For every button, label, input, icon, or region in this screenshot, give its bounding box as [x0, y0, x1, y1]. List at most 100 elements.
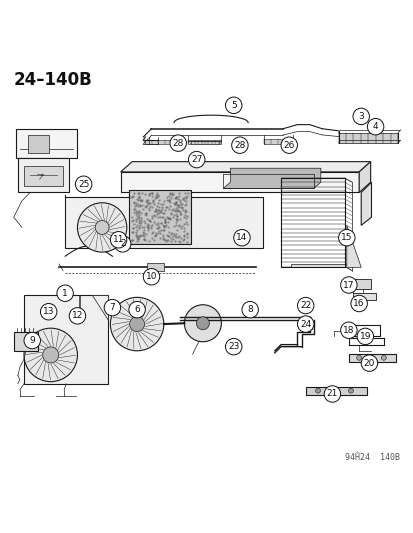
Point [173, 206, 180, 215]
Point [160, 235, 167, 244]
Circle shape [95, 221, 109, 235]
Point [169, 231, 176, 240]
Circle shape [241, 302, 258, 318]
Point [183, 191, 190, 200]
Point [153, 193, 160, 201]
Point [151, 232, 158, 241]
Point [145, 190, 152, 198]
Point [135, 202, 141, 211]
Point [152, 229, 159, 238]
Point [173, 192, 180, 201]
Circle shape [77, 203, 126, 252]
Point [154, 223, 160, 232]
Polygon shape [188, 140, 221, 144]
Text: 3: 3 [358, 112, 363, 121]
Text: 21: 21 [326, 390, 337, 399]
Circle shape [110, 297, 164, 351]
Circle shape [57, 285, 73, 302]
Point [133, 232, 140, 240]
Point [181, 192, 188, 201]
Point [144, 226, 151, 235]
Polygon shape [358, 161, 370, 192]
Point [171, 206, 178, 214]
Point [177, 200, 184, 208]
Point [168, 208, 174, 217]
Point [178, 210, 184, 219]
Point [153, 208, 160, 216]
Text: 24–140B: 24–140B [14, 71, 92, 89]
Point [144, 220, 150, 228]
Point [139, 223, 145, 231]
Point [138, 230, 145, 239]
Point [173, 212, 180, 220]
Point [140, 217, 147, 225]
Point [175, 189, 182, 197]
Point [139, 200, 145, 209]
Circle shape [24, 328, 77, 382]
Point [170, 222, 177, 231]
Point [159, 213, 166, 221]
Point [145, 191, 152, 199]
Point [172, 194, 179, 203]
Point [158, 205, 165, 213]
Polygon shape [348, 354, 395, 362]
Point [138, 215, 144, 224]
Point [165, 196, 172, 204]
Point [131, 208, 137, 216]
Point [141, 190, 147, 199]
Point [146, 216, 153, 225]
Point [135, 193, 142, 201]
Point [143, 222, 150, 231]
Point [158, 203, 165, 212]
Point [155, 206, 162, 214]
Point [176, 208, 183, 217]
Polygon shape [346, 279, 370, 289]
Point [135, 207, 142, 216]
Circle shape [356, 328, 373, 345]
Point [178, 199, 185, 208]
Point [180, 235, 187, 244]
Polygon shape [291, 264, 346, 268]
Text: 12: 12 [71, 311, 83, 320]
Point [159, 199, 166, 208]
Point [169, 190, 176, 199]
Point [141, 236, 147, 244]
Point [145, 224, 151, 233]
Point [161, 208, 167, 217]
Point [174, 195, 181, 203]
Polygon shape [147, 263, 164, 271]
Point [128, 228, 135, 237]
Text: 8: 8 [247, 305, 252, 314]
Point [149, 189, 155, 198]
Circle shape [338, 230, 354, 246]
Point [162, 237, 169, 246]
Point [181, 208, 188, 216]
Circle shape [196, 317, 209, 330]
Polygon shape [360, 182, 370, 225]
Point [134, 196, 141, 205]
Polygon shape [14, 332, 38, 351]
Point [138, 209, 144, 217]
Point [163, 221, 169, 229]
Point [183, 230, 190, 239]
Point [135, 223, 142, 232]
Point [148, 233, 155, 242]
Point [180, 232, 187, 240]
Point [170, 229, 177, 238]
Point [145, 237, 152, 245]
Point [153, 201, 159, 210]
Point [165, 218, 171, 227]
Point [135, 192, 142, 200]
Point [128, 212, 135, 221]
Point [134, 235, 141, 244]
Point [150, 211, 157, 220]
Point [149, 191, 155, 200]
Point [161, 223, 167, 231]
Point [145, 199, 152, 208]
Point [172, 193, 179, 201]
Point [135, 206, 142, 215]
Text: 22: 22 [299, 301, 311, 310]
Point [148, 189, 155, 198]
Point [178, 203, 185, 211]
Point [158, 213, 164, 222]
